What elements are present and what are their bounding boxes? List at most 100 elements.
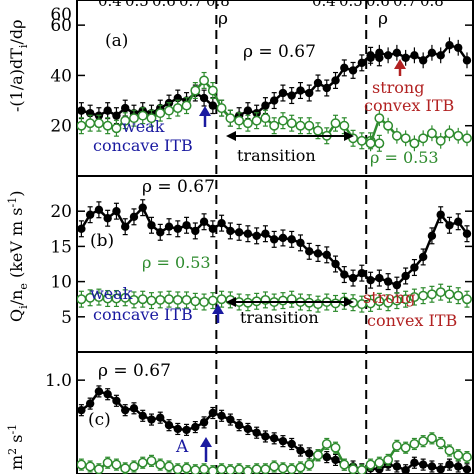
data-point [462,133,472,144]
data-point [410,263,419,272]
series-line [80,389,468,472]
data-point [453,450,464,461]
data-point [120,115,131,126]
data-point [103,390,112,399]
data-point [129,113,139,124]
data-point [111,459,122,470]
data-point [357,268,367,278]
data-point [339,120,350,131]
red-arrow-head [394,59,406,69]
data-point [77,294,87,305]
data-point [409,439,420,449]
data-point [147,221,156,230]
data-point [191,422,200,432]
data-point [102,457,113,468]
data-point [340,63,349,73]
data-point [191,226,200,236]
data-point [216,294,227,305]
ytick-label: 10 [50,273,72,293]
blue-arrow-head-c [200,437,212,447]
data-point [331,76,340,85]
data-point [445,221,454,230]
data-point [365,138,376,149]
data-point [208,101,218,110]
concave-label-b: concave ITB [93,305,193,324]
data-point [462,465,472,474]
data-point [103,214,112,223]
rho2-label: ρ = 0.53 [370,148,439,167]
data-point [392,280,402,290]
data-point [383,297,394,308]
data-point [121,222,130,231]
data-point [427,48,437,57]
data-point [454,217,463,226]
data-point [234,464,245,474]
data-point [234,228,244,237]
rho-annotation-c: ρ = 0.67 [98,361,171,381]
data-point [77,224,86,233]
panel-frame-2 [76,351,474,474]
data-point [111,123,122,134]
panel-plot-2 [77,385,472,474]
data-point [305,88,314,98]
data-point [242,466,253,474]
data-point [435,287,446,298]
data-point [112,111,121,120]
data-point [181,463,192,474]
data-point [85,210,95,219]
data-point [462,56,472,65]
ytick-label: 20 [50,202,72,222]
data-point [269,96,279,105]
data-point [436,210,445,219]
data-point [374,457,385,468]
data-point [120,292,131,303]
data-point [181,294,192,305]
data-point [172,464,183,474]
data-point [147,415,156,424]
data-point [410,51,419,60]
arrow-head-left [226,131,236,141]
data-point [365,459,376,470]
data-point [374,138,385,149]
data-point [391,440,402,451]
panel-plot-0 [77,37,472,152]
data-point [453,130,464,141]
data-point [313,125,323,136]
transition-label: transition [237,146,316,165]
top-tick-label: 0.4 [312,0,336,10]
data-point [199,297,210,307]
data-point [217,218,226,228]
arrow-head-right-b [344,297,354,307]
data-point [401,271,410,281]
data-point [172,294,183,305]
data-point [129,212,139,222]
data-point [207,466,218,474]
A-label: A [175,437,189,457]
data-point [427,231,437,241]
data-point [348,464,359,474]
data-point [331,259,340,269]
data-point [383,51,393,60]
data-point [164,105,174,116]
data-point [129,461,139,472]
data-point [261,432,270,441]
data-point [146,113,157,124]
data-point [85,399,95,408]
data-point [146,455,157,466]
data-point [146,295,157,306]
data-point [383,120,394,131]
data-point [181,100,192,111]
data-point [313,450,323,461]
data-point [278,88,288,98]
data-point [156,413,165,422]
top-tick-label: 0.7 [393,0,417,10]
data-point [304,120,315,131]
data-point [261,101,270,110]
data-point [269,120,280,131]
data-point [190,465,201,474]
data-point [296,446,305,455]
data-point [356,135,367,146]
data-point [330,298,341,309]
data-point [156,228,165,237]
